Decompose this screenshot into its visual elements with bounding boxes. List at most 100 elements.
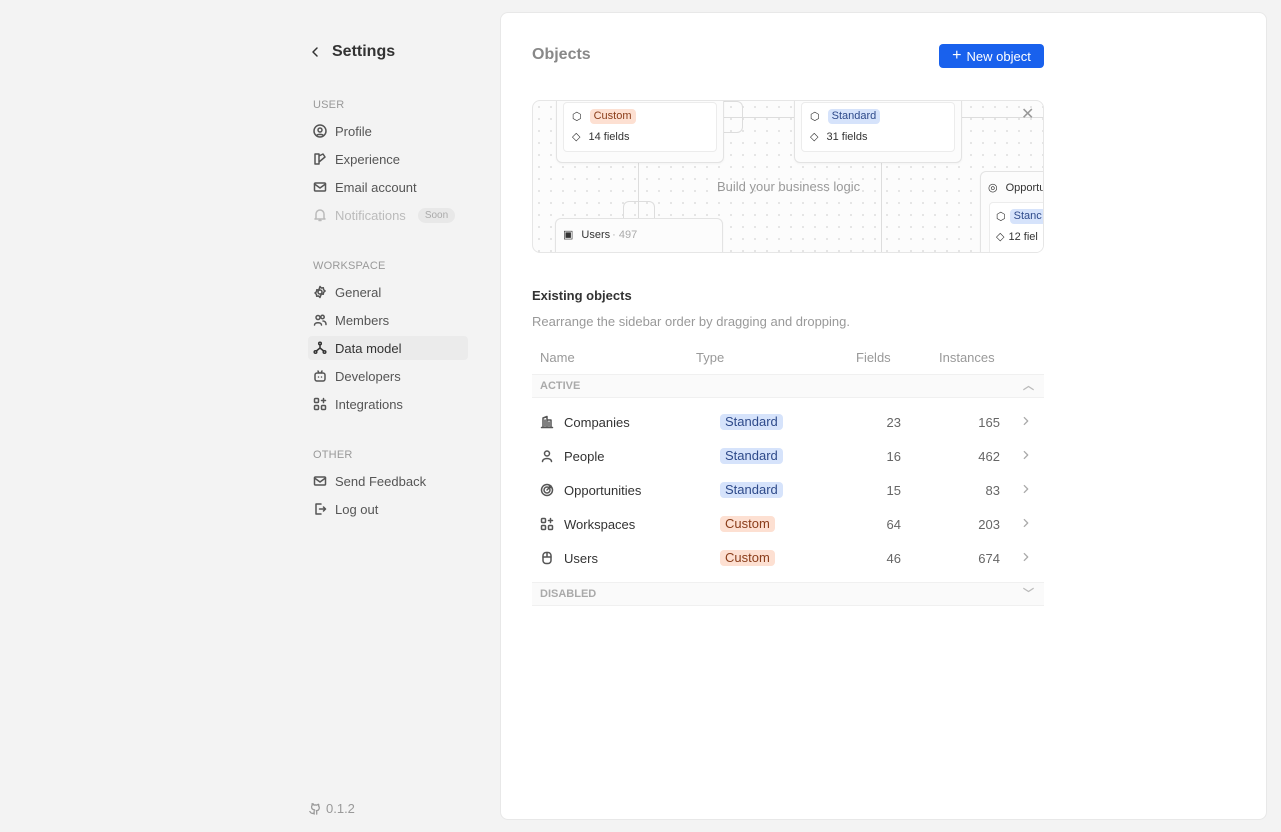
data-model-diagram: ⬡ Custom ◇ 14 fields ⬡ Standard ◇ 31 fields …	[532, 100, 1044, 253]
group-label: DISABLED	[540, 588, 597, 600]
version[interactable]: 0.1.2	[309, 801, 355, 816]
type-badge: Standard	[720, 414, 783, 430]
version-label: 0.1.2	[326, 801, 355, 816]
group-label: ACTIVE	[540, 380, 581, 392]
target-icon	[540, 483, 554, 497]
mail-icon	[313, 182, 327, 192]
gear-icon	[314, 285, 326, 299]
diagram-node-opportunities: ◎ Opportu ⬡ Stanc ◇ 12 fiel	[980, 171, 1044, 252]
instances-count: 165	[978, 414, 1000, 430]
instances-count: 462	[978, 448, 1000, 464]
github-icon	[309, 802, 320, 815]
node-title: Users	[581, 228, 611, 241]
sidebar-item-data-model[interactable]: Data model	[308, 336, 468, 360]
sidebar-item-label: Experience	[335, 151, 401, 167]
object-name: People	[564, 448, 605, 464]
sidebar-item-label: General	[335, 284, 382, 300]
chevron-left-icon[interactable]	[308, 45, 322, 59]
instances-count: 203	[978, 516, 1000, 532]
sidebar-item-developers[interactable]: Developers	[308, 364, 468, 388]
color-swatch-icon	[314, 153, 326, 165]
users-icon	[313, 314, 327, 326]
new-object-button[interactable]: + New object	[939, 44, 1044, 68]
chevron-right-icon[interactable]	[1020, 415, 1032, 430]
building-icon	[540, 415, 554, 429]
sidebar-item-email-account[interactable]: Email account	[308, 175, 468, 199]
sidebar-item-profile[interactable]: Profile	[308, 119, 468, 143]
sidebar-item-send-feedback[interactable]: Send Feedback	[308, 469, 468, 493]
column-fields[interactable]: Fields	[856, 350, 891, 365]
node-title: Opportu	[1005, 181, 1044, 194]
table-row[interactable]: Companies Standard 23 165	[532, 405, 1044, 439]
settings-header[interactable]: Settings	[308, 43, 395, 61]
sidebar-item-members[interactable]: Members	[308, 308, 468, 332]
table-row[interactable]: People Standard 16 462	[532, 439, 1044, 473]
column-type[interactable]: Type	[696, 350, 725, 365]
diagram-node-standard: ⬡ Standard ◇ 31 fields	[794, 101, 962, 163]
fields-count: 23	[886, 414, 901, 430]
sidebar-item-log-out[interactable]: Log out	[308, 497, 468, 521]
type-badge: Custom	[589, 109, 636, 124]
table-row[interactable]: Users Custom 46 674	[532, 541, 1044, 575]
cube-icon: ⬡	[810, 111, 820, 123]
column-name[interactable]: Name	[540, 350, 575, 365]
sidebar-item-label: Log out	[335, 501, 379, 517]
sidebar-item-label: Developers	[335, 368, 401, 384]
type-badge: Stanc	[1009, 209, 1043, 224]
instances-count: 674	[978, 550, 1000, 566]
object-name: Companies	[564, 414, 630, 430]
object-name: Opportunities	[564, 482, 642, 498]
sidebar-item-notifications: Notifications Soon	[308, 203, 468, 227]
existing-objects-subtitle: Rearrange the sidebar order by dragging …	[532, 314, 850, 329]
fields-count: 14 fields	[588, 130, 630, 143]
section-label: OTHER	[313, 449, 353, 461]
chevron-right-icon[interactable]	[1020, 551, 1032, 566]
plus-icon: +	[952, 47, 962, 64]
sidebar-item-label: Profile	[335, 123, 372, 139]
tag-icon: ◇	[996, 231, 1005, 243]
close-icon[interactable]: ✕	[1021, 106, 1035, 123]
sidebar-item-general[interactable]: General	[308, 280, 468, 304]
type-badge: Custom	[720, 516, 775, 532]
type-badge: Standard	[720, 482, 783, 498]
apps-icon	[540, 517, 554, 531]
bell-icon	[314, 209, 326, 222]
node-count: · 497	[612, 228, 638, 241]
diagram-caption: Build your business logic	[717, 179, 861, 194]
soon-badge: Soon	[417, 207, 456, 223]
chevron-right-icon[interactable]	[1020, 517, 1032, 532]
table-row[interactable]: Workspaces Custom 64 203	[532, 507, 1044, 541]
tag-icon: ◇	[572, 131, 581, 143]
hierarchy-icon	[313, 341, 327, 355]
sidebar-item-label: Members	[335, 312, 390, 328]
user-icon	[541, 450, 553, 463]
diagram-node-custom: ⬡ Custom ◇ 14 fields	[556, 101, 724, 163]
chevron-right-icon[interactable]	[1020, 483, 1032, 498]
fields-count: 15	[886, 482, 901, 498]
type-badge: Standard	[720, 448, 783, 464]
robot-icon	[314, 370, 326, 382]
sidebar-item-experience[interactable]: Experience	[308, 147, 468, 171]
object-name: Users	[564, 550, 598, 566]
fields-count: 12 fiel	[1008, 230, 1038, 243]
page-title: Objects	[532, 46, 591, 63]
cube-icon: ⬡	[996, 211, 1006, 223]
chevron-right-icon[interactable]	[1020, 449, 1032, 464]
logout-icon	[315, 503, 327, 515]
column-instances[interactable]: Instances	[939, 350, 995, 365]
sidebar-item-label: Data model	[335, 340, 402, 356]
fields-count: 31 fields	[826, 130, 868, 143]
id-card-icon: ▣	[563, 229, 574, 241]
existing-objects-title: Existing objects	[532, 288, 632, 303]
section-label: WORKSPACE	[313, 260, 386, 272]
settings-title: Settings	[332, 43, 396, 60]
diagram-node-users: ▣ Users · 497	[555, 218, 723, 252]
sidebar-item-integrations[interactable]: Integrations	[308, 392, 468, 416]
section-label: USER	[313, 99, 345, 111]
user-circle-icon	[313, 124, 327, 138]
instances-count: 83	[985, 482, 1000, 498]
table-row[interactable]: Opportunities Standard 15 83	[532, 473, 1044, 507]
group-disabled[interactable]: DISABLED ﹀	[532, 582, 1044, 606]
apps-icon	[313, 397, 327, 411]
group-active[interactable]: ACTIVE ︿	[532, 374, 1044, 398]
